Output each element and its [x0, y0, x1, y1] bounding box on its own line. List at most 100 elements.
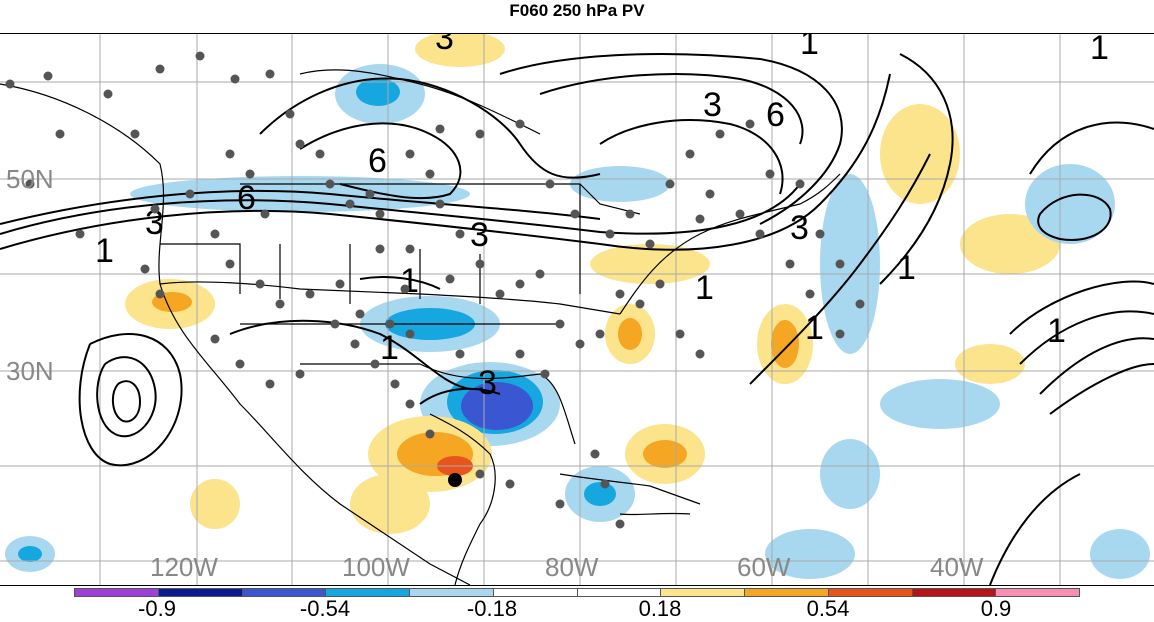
- station-dot: [103, 89, 113, 99]
- station-dot: [475, 129, 485, 139]
- colorbar-segment: [995, 589, 1079, 596]
- contour-label: 1: [805, 309, 824, 347]
- station-dot: [265, 69, 275, 79]
- station-dot: [540, 369, 550, 379]
- station-dot: [5, 79, 15, 89]
- station-dot: [605, 229, 615, 239]
- station-dot: [295, 369, 305, 379]
- station-dot: [315, 149, 325, 159]
- station-dot: [425, 429, 435, 439]
- station-dot: [615, 519, 625, 529]
- station-dot: [275, 299, 285, 309]
- station-dot: [855, 299, 865, 309]
- contour-label: 1: [1090, 34, 1109, 67]
- station-dot: [655, 279, 665, 289]
- station-dot: [745, 119, 755, 129]
- station-dot: [515, 119, 525, 129]
- contour-label: 1: [400, 262, 419, 300]
- lat-label-50n: 50N: [6, 164, 54, 194]
- station-dot: [695, 214, 705, 224]
- lon-label-100w: 100W: [342, 552, 410, 582]
- colorbar-segment: [325, 589, 409, 596]
- station-dot: [405, 329, 415, 339]
- colorbar-segment: [744, 589, 828, 596]
- station-dot: [665, 179, 675, 189]
- station-dot: [755, 229, 765, 239]
- station-dot: [295, 139, 305, 149]
- station-dot: [515, 279, 525, 289]
- station-dots: [5, 51, 865, 529]
- station-dot: [545, 179, 555, 189]
- station-dot: [55, 129, 65, 139]
- station-dot: [405, 399, 415, 409]
- station-dot: [265, 379, 275, 389]
- station-dot: [555, 499, 565, 509]
- station-dot: [325, 179, 335, 189]
- station-dot: [255, 279, 265, 289]
- colorbar-segment: [157, 589, 242, 596]
- contour-label: 3: [470, 216, 489, 254]
- station-dot: [835, 259, 845, 269]
- colorbar-segment: [911, 589, 996, 596]
- station-dot: [140, 264, 150, 274]
- station-dot: [445, 274, 455, 284]
- location-marker: [448, 473, 462, 487]
- station-dot: [285, 109, 295, 119]
- station-dot: [615, 289, 625, 299]
- colorbar-segment: [409, 589, 493, 596]
- contour-label: 6: [237, 179, 256, 217]
- map-panel: 1 3 6 1 3 6 1 3 6 1 3 1 1 1 1 1 3 3 50N …: [0, 33, 1154, 586]
- station-dot: [230, 74, 240, 84]
- station-dot: [515, 349, 525, 359]
- station-dot: [330, 319, 340, 329]
- lat-lon-grid: [0, 34, 1154, 585]
- station-dot: [375, 244, 385, 254]
- station-dot: [225, 149, 235, 159]
- station-dot: [155, 64, 165, 74]
- map-title: F060 250 hPa PV: [509, 1, 645, 20]
- contour-label: 6: [766, 96, 785, 134]
- pv-map: 1 3 6 1 3 6 1 3 6 1 3 1 1 1 1 1 3 3: [0, 34, 1154, 585]
- colorbar: [74, 588, 1080, 597]
- station-dot: [555, 319, 565, 329]
- station-dot: [600, 479, 610, 489]
- coastlines: [0, 69, 841, 585]
- station-dot: [130, 129, 140, 139]
- station-dot: [495, 289, 505, 299]
- station-dot: [795, 179, 805, 189]
- station-dot: [185, 189, 195, 199]
- contour-label: 3: [790, 209, 809, 247]
- station-dot: [400, 284, 410, 294]
- colorbar-segment: [660, 589, 744, 596]
- station-dot: [595, 329, 605, 339]
- contour-label: 1: [1047, 312, 1066, 350]
- station-dot: [705, 189, 715, 199]
- station-dot: [75, 229, 85, 239]
- station-dot: [785, 259, 795, 269]
- station-dot: [150, 204, 160, 214]
- station-dot: [155, 289, 165, 299]
- pv-contours: [0, 53, 1154, 585]
- station-dot: [835, 329, 845, 339]
- colorbar-segment: [827, 589, 912, 596]
- contour-labels: 1 3 6 1 3 6 1 3 6 1 3 1 1 1 1 1 3 3: [95, 34, 1109, 402]
- station-dot: [645, 239, 655, 249]
- lat-label-30n: 30N: [6, 356, 54, 386]
- station-dot: [475, 469, 485, 479]
- station-dot: [245, 169, 255, 179]
- station-dot: [305, 289, 315, 299]
- colorbar-segment: [576, 589, 661, 596]
- station-dot: [590, 449, 600, 459]
- station-dot: [435, 124, 445, 134]
- contour-label: 1: [95, 232, 114, 270]
- station-dot: [805, 289, 815, 299]
- contour-label: 6: [368, 142, 387, 180]
- station-dot: [405, 149, 415, 159]
- station-dot: [260, 209, 270, 219]
- contour-label: 1: [800, 34, 819, 62]
- contour-label: 3: [435, 34, 454, 57]
- colorbar-label: -0.18: [466, 596, 518, 621]
- station-dot: [475, 259, 485, 269]
- station-dot: [235, 359, 245, 369]
- station-dot: [365, 189, 375, 199]
